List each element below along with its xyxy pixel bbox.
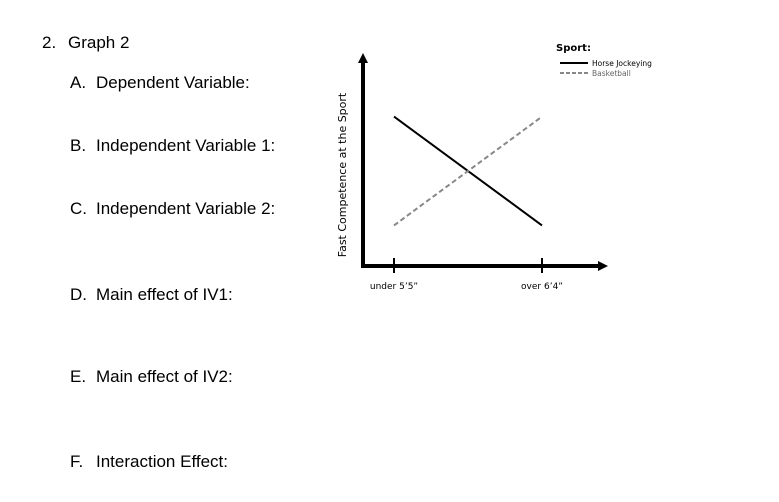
legend-title: Sport: [556,43,591,54]
item-independent-variable-1: B. Independent Variable 1: [70,136,275,156]
item-label: Dependent Variable: [96,73,250,92]
item-letter: D. [70,285,87,304]
series-lines [393,115,543,227]
legend-entry: Basketball [592,69,631,78]
item-interaction-effect: F. Interaction Effect: [70,452,228,472]
y-axis-label: Fast Competence at the Sport [336,92,349,257]
item-label: Independent Variable 2: [96,199,276,218]
item-main-effect-iv2: E. Main effect of IV2: [70,367,233,387]
question-number: 2. [42,33,57,52]
item-independent-variable-2: C. Independent Variable 2: [70,199,275,219]
item-letter: E. [70,367,87,386]
x-tick-label: under 5’5” [370,282,418,292]
legend-entry: Horse Jockeying [592,59,652,68]
item-label: Interaction Effect: [96,452,228,471]
item-label: Independent Variable 1: [96,136,276,155]
question-title: 2. Graph 2 [42,33,129,53]
item-letter: B. [70,136,87,155]
question-title-text: Graph 2 [68,33,130,52]
item-letter: A. [70,73,87,92]
item-letter: F. [70,452,84,471]
item-label: Main effect of IV1: [96,285,233,304]
item-main-effect-iv1: D. Main effect of IV1: [70,285,233,305]
item-label: Main effect of IV2: [96,367,233,386]
x-ticks: under 5’5” over 6’4” [370,258,563,292]
item-dependent-variable: A. Dependent Variable: [70,73,250,93]
x-tick-label: over 6’4” [521,282,563,292]
item-letter: C. [70,199,87,218]
series-line-basketball [393,115,543,227]
